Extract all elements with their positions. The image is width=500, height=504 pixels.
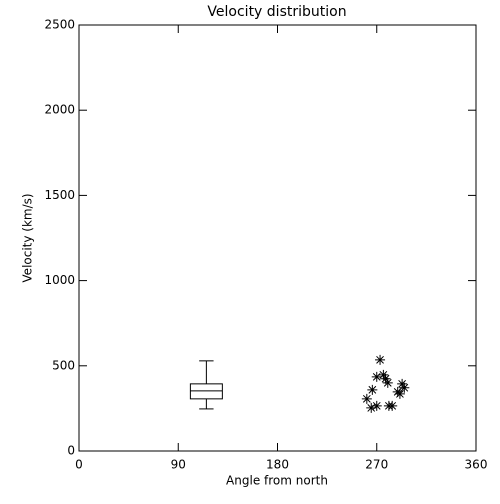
- box: [189, 383, 223, 400]
- y-tick-label: 2000: [44, 103, 75, 117]
- y-tick-label: 1000: [44, 273, 75, 287]
- x-tick-label: 0: [75, 458, 83, 472]
- y-tick-label: 500: [52, 358, 75, 372]
- plot-frame: [78, 24, 477, 452]
- scatter-point: [371, 400, 382, 411]
- x-tick-label: 360: [465, 458, 488, 472]
- y-tick-label: 0: [67, 444, 75, 458]
- scatter-point: [375, 354, 386, 365]
- scatter-point: [387, 400, 398, 411]
- x-axis-label: Angle from north: [226, 474, 328, 488]
- scatter-point: [380, 373, 391, 384]
- y-axis-label: Velocity (km/s): [21, 193, 35, 282]
- x-tick-label: 180: [266, 458, 289, 472]
- scatter-point: [394, 388, 405, 399]
- scatter-point: [371, 371, 382, 382]
- scatter-point: [367, 384, 378, 395]
- y-tick-label: 2500: [44, 18, 75, 32]
- y-tick-label: 1500: [44, 188, 75, 202]
- scatter-point: [397, 378, 408, 389]
- chart-title: Velocity distribution: [207, 4, 346, 20]
- scatter-point: [382, 377, 393, 388]
- scatter-point: [378, 369, 389, 380]
- scatter-point: [399, 382, 410, 393]
- x-tick-label: 270: [365, 458, 388, 472]
- x-tick-label: 90: [171, 458, 186, 472]
- scatter-point: [366, 402, 377, 413]
- scatter-point: [361, 393, 372, 404]
